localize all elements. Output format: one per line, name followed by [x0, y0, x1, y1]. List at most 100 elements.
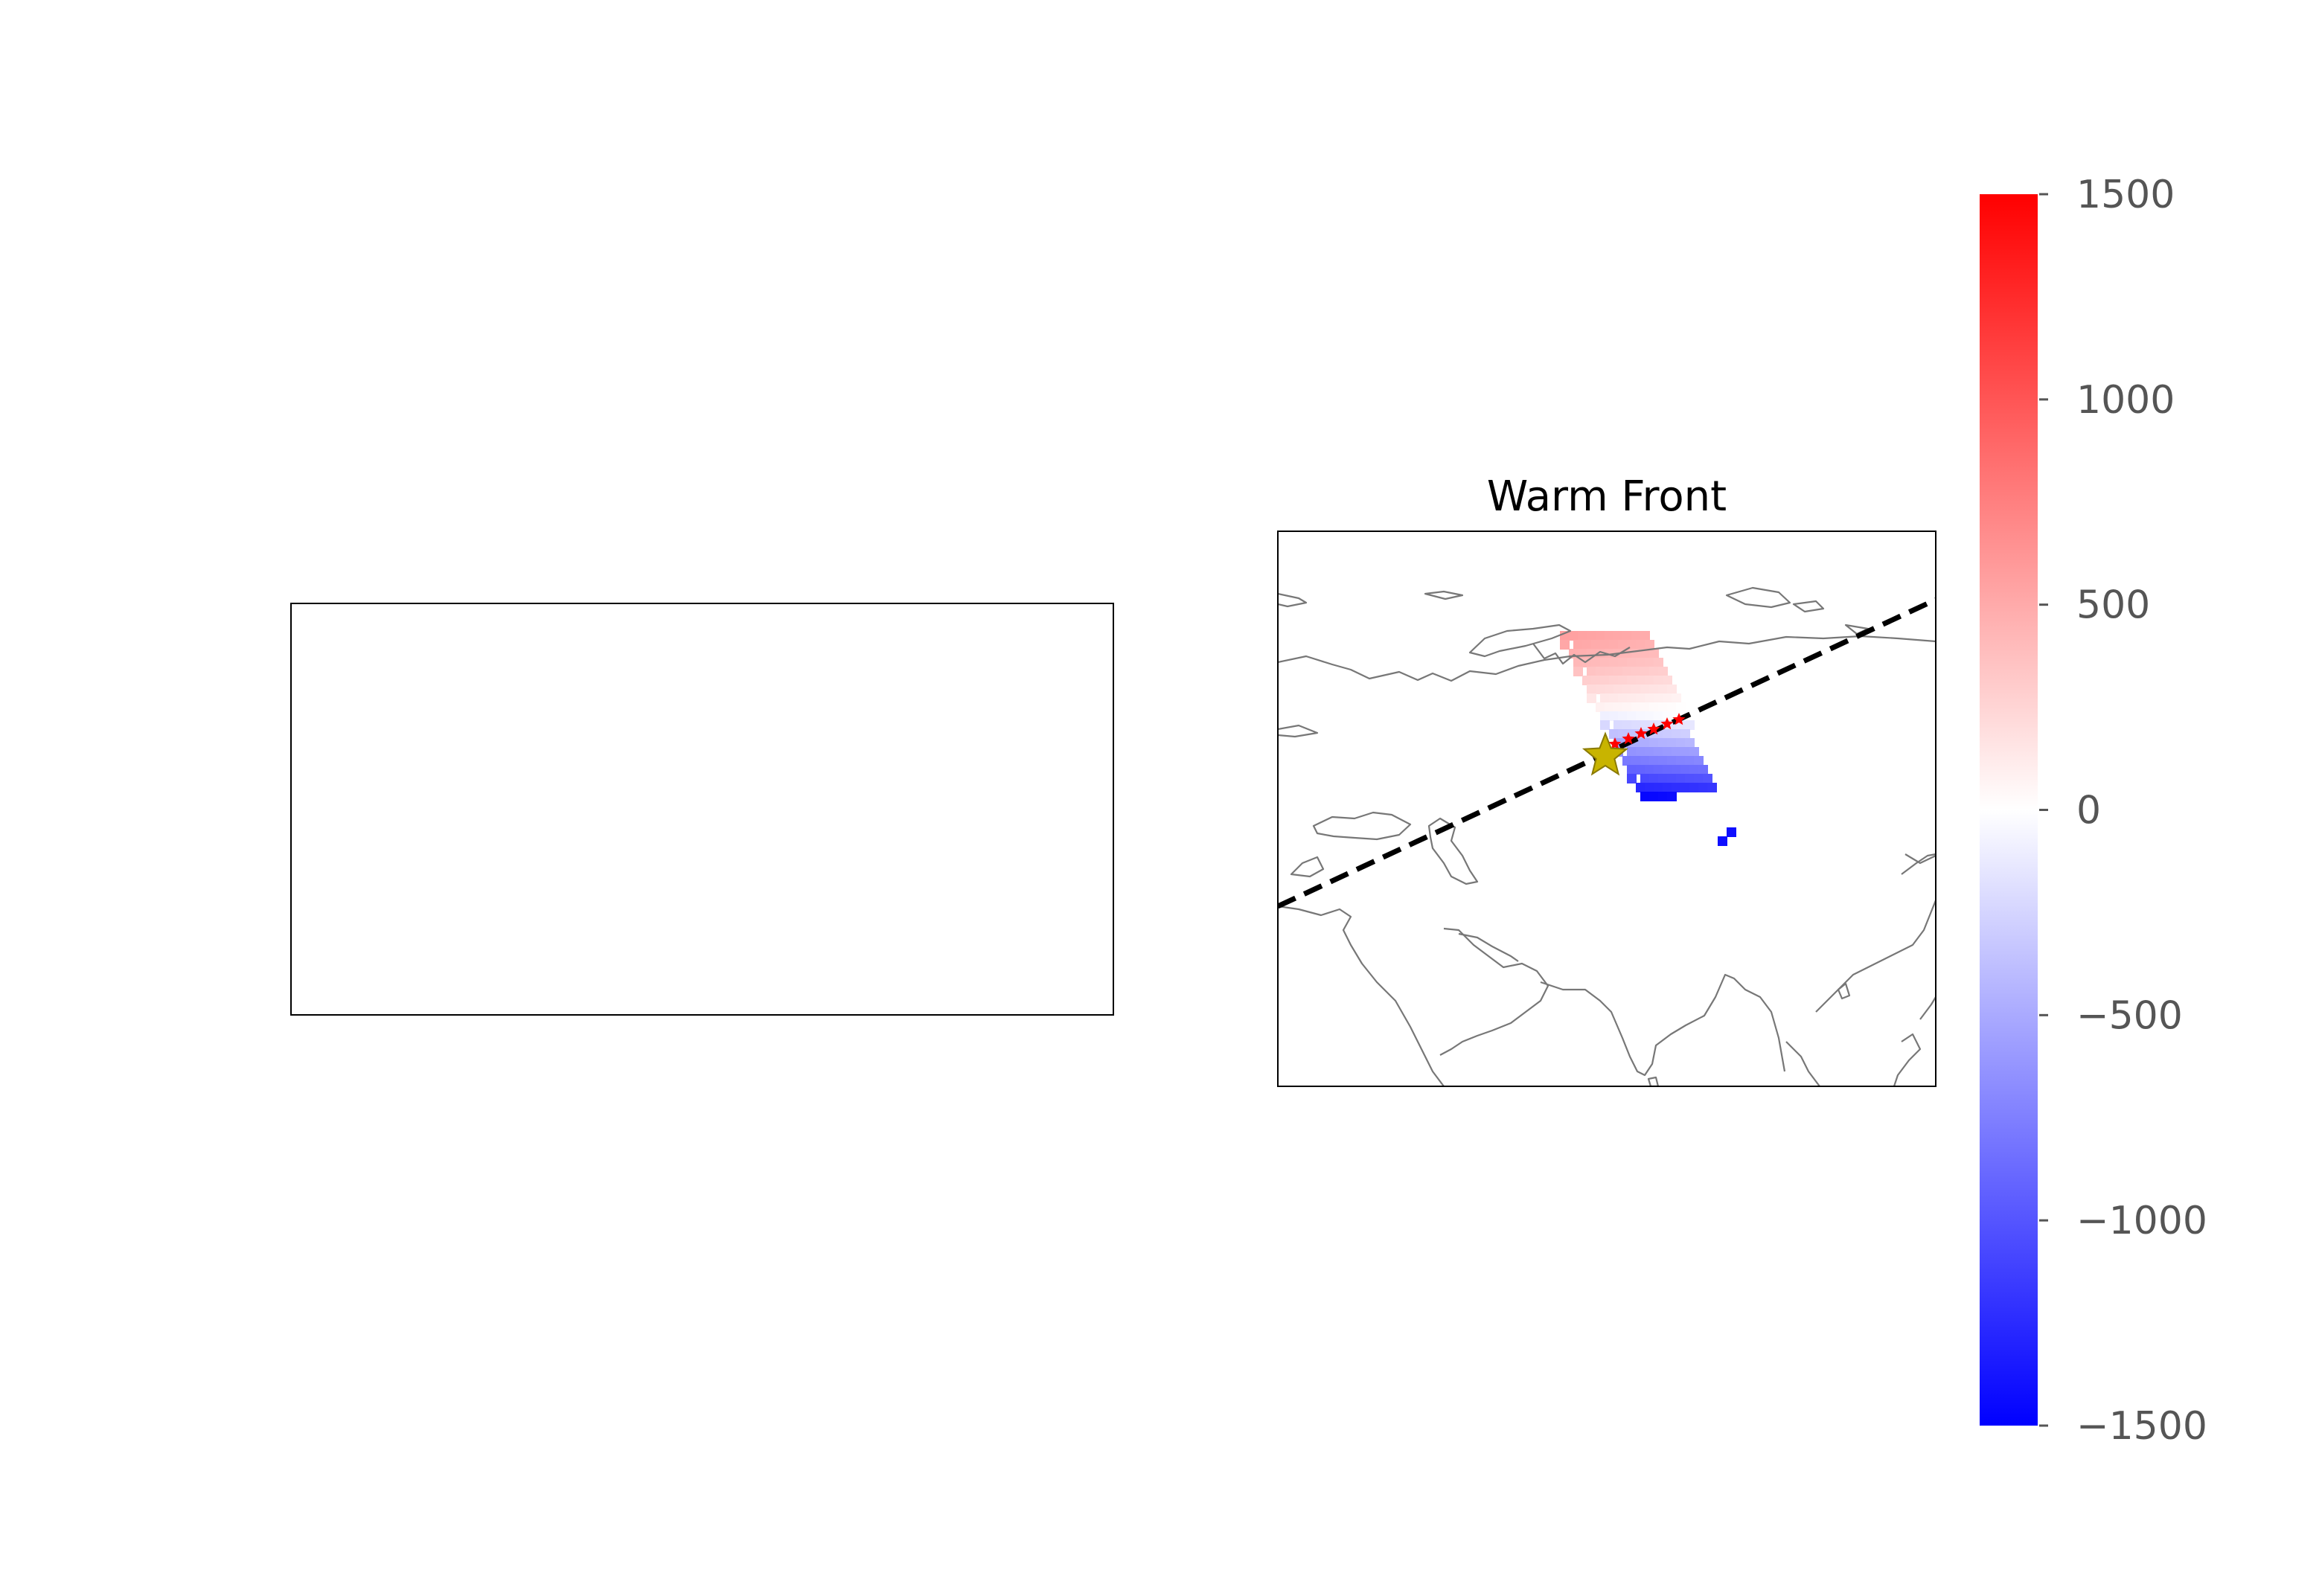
heatmap-cell	[1622, 756, 1632, 766]
heatmap-cell	[1587, 685, 1596, 694]
coastline-korea	[1901, 853, 1936, 875]
heatmap-cell	[1613, 720, 1623, 730]
heatmap-cell	[1667, 702, 1677, 712]
coastline-persian-gulf	[1458, 932, 1519, 962]
heatmap-cell	[1676, 702, 1686, 712]
heatmap-cell	[1618, 640, 1628, 650]
coastline-novaya-zemlya	[1468, 624, 1572, 658]
heatmap-cell	[1622, 720, 1632, 730]
heatmap-cell	[1636, 640, 1645, 650]
heatmap-cell	[1627, 658, 1637, 667]
heatmap-cell	[1663, 693, 1672, 703]
heatmap-cell	[1631, 631, 1641, 641]
heatmap-cell	[1685, 720, 1695, 730]
heatmap-cell	[1698, 765, 1708, 775]
heatmap-cell	[1591, 676, 1601, 685]
heatmap-cell	[1596, 685, 1605, 694]
heatmap-cell	[1645, 765, 1654, 775]
heatmap-cell	[1640, 649, 1650, 658]
heatmap-cell	[1654, 765, 1663, 775]
heatmap-cell	[1663, 765, 1672, 775]
heatmap-cell	[1636, 747, 1645, 757]
coastline-taiwan	[1837, 982, 1851, 1000]
heatmap-cell	[1667, 685, 1677, 694]
front-star	[1660, 717, 1674, 730]
coastline-srilanka	[1647, 1076, 1660, 1086]
coastline-caspian-sea	[1427, 817, 1479, 885]
heatmap-cell	[1676, 756, 1686, 766]
heatmap-cell	[1582, 640, 1592, 650]
heatmap-cell	[1667, 774, 1677, 783]
map-background	[1278, 531, 1936, 1086]
heatmap-cell	[1591, 658, 1601, 667]
heatmap-cell	[1596, 649, 1605, 658]
heatmap-cell	[1618, 711, 1628, 721]
center-star	[1581, 731, 1629, 776]
heatmap-cell	[1698, 783, 1708, 792]
heatmap-cell	[1636, 765, 1645, 775]
coastline-mediterranean	[1278, 905, 1445, 1086]
colorbar-tick-label: 500	[2076, 583, 2150, 628]
heatmap-cell	[1636, 711, 1645, 721]
heatmap-cell	[1613, 685, 1623, 694]
heatmap-cell	[1640, 667, 1650, 676]
colorbar-tick-label: −500	[2076, 993, 2183, 1038]
heatmap-cell	[1649, 774, 1659, 783]
heatmap-cell	[1587, 667, 1596, 676]
heatmap-cell	[1636, 783, 1645, 792]
heatmap-cell	[1640, 631, 1650, 641]
coastline-india	[1540, 973, 1786, 1077]
heatmap-cell	[1649, 685, 1659, 694]
heatmap-cell	[1631, 702, 1641, 712]
heatmap-cell	[1618, 729, 1628, 739]
heatmap-cell	[1645, 640, 1654, 650]
heatmap-cell	[1663, 783, 1672, 792]
colorbar-gradient	[1980, 194, 2038, 1426]
heatmap-cell	[1596, 667, 1605, 676]
heatmap-cell	[1640, 685, 1650, 694]
heatmap-cell	[1685, 774, 1695, 783]
heatmap-cell	[1636, 676, 1645, 685]
heatmap-cell	[1649, 756, 1659, 766]
heatmap-cell	[1676, 774, 1686, 783]
heatmap-cell	[1654, 658, 1663, 667]
heatmap-cell	[1672, 747, 1681, 757]
heatmap-cell	[1672, 765, 1681, 775]
heatmap-cell	[1631, 667, 1641, 676]
heatmap-cell	[1622, 667, 1632, 676]
heatmap-cell	[1689, 783, 1699, 792]
coastline-arctic	[1278, 635, 1936, 682]
heatmap-cell	[1667, 792, 1677, 801]
heatmap-cell	[1627, 676, 1637, 685]
heatmap-cell	[1654, 747, 1663, 757]
coastline-east-russia	[1904, 853, 1936, 865]
heatmap-cell	[1645, 711, 1654, 721]
heatmap-cell	[1663, 747, 1672, 757]
coastline-philippines	[1893, 1033, 1922, 1086]
heatmap-cell	[1605, 702, 1614, 712]
heatmap-cell	[1605, 667, 1614, 676]
heatmap-cell	[1627, 765, 1637, 775]
heatmap-cell	[1658, 756, 1668, 766]
coastlines	[1278, 586, 1936, 1086]
heatmap-cell	[1596, 631, 1605, 641]
empty-axes-panel	[290, 603, 1114, 1016]
heatmap-cell	[1658, 685, 1668, 694]
front-star	[1634, 727, 1648, 740]
heatmap-cell	[1622, 631, 1632, 641]
heatmap-cell	[1680, 729, 1690, 739]
heatmap-cell	[1573, 640, 1583, 650]
heatmap-cell	[1654, 676, 1663, 685]
heatmap-cell	[1663, 729, 1672, 739]
heatmap-cell	[1605, 685, 1614, 694]
heatmap-cell	[1685, 738, 1695, 748]
heatmap-cell	[1600, 658, 1610, 667]
heatmap-cell	[1609, 658, 1619, 667]
heatmap-cell	[1600, 720, 1610, 730]
heatmap-cell	[1663, 676, 1672, 685]
heatmap-cell	[1703, 774, 1712, 783]
front-star-markers	[1608, 713, 1686, 750]
colorbar: 1500 1000 500 0 −500 −1000 −1500	[1980, 173, 2207, 1449]
coastline-island-b	[1424, 590, 1464, 600]
